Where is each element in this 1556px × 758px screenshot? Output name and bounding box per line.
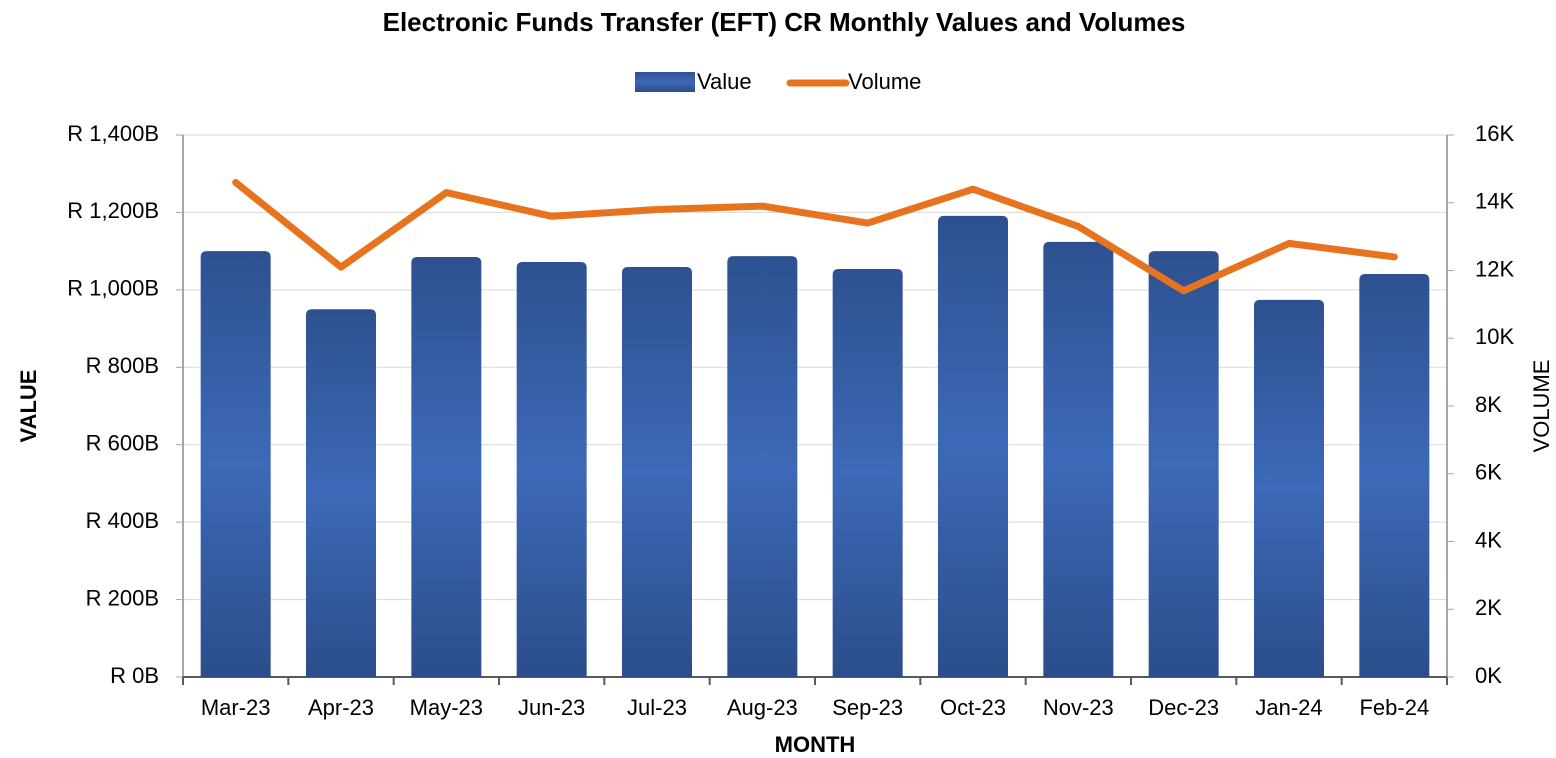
bar [622,267,692,677]
bar [727,256,798,677]
y-axis-title: VALUE [16,370,41,443]
y2-tick-label: 16K [1475,121,1514,146]
x-tick-label: Jan-24 [1255,695,1322,720]
y-tick-label: R 400B [86,508,159,533]
line [232,178,1398,295]
bar [200,251,271,677]
y-tick-label: R 1,200B [67,198,159,223]
bar [516,261,587,677]
y2-tick-label: 8K [1475,392,1502,417]
bar [1043,241,1114,677]
y2-tick-label: 12K [1475,256,1514,281]
y-tick-label: R 1,400B [67,121,159,146]
bar [1254,299,1324,677]
x-tick-label: Mar-23 [201,695,271,720]
chart-title: Electronic Funds Transfer (EFT) CR Month… [383,7,1186,37]
y-tick-label: R 0B [110,663,159,688]
bar [1148,251,1219,677]
legend-label: Volume [848,69,921,94]
bar [832,268,903,677]
bar [306,309,376,677]
x-tick-label: Feb-24 [1359,695,1429,720]
x-tick-label: Oct-23 [940,695,1006,720]
y2-tick-label: 6K [1475,460,1502,485]
x-tick-label: Apr-23 [308,695,374,720]
x-tick-label: Nov-23 [1043,695,1114,720]
y2-tick-label: 4K [1475,527,1502,552]
bar [938,215,1008,678]
legend-swatch [635,72,695,92]
y-tick-label: R 600B [86,431,159,456]
bar [1359,273,1430,677]
x-axis-title: MONTH [775,732,856,757]
y-tick-label: R 800B [86,353,159,378]
y2-axis-title: VOLUME [1529,360,1554,453]
y-tick-label: R 200B [86,585,159,610]
bar [411,256,482,677]
legend-label: Value [697,69,752,94]
y2-tick-label: 10K [1475,324,1514,349]
y2-tick-label: 0K [1475,663,1502,688]
y2-tick-label: 14K [1475,189,1514,214]
x-tick-label: May-23 [410,695,483,720]
x-tick-label: Sep-23 [832,695,903,720]
x-tick-label: Jul-23 [627,695,687,720]
x-tick-label: Jun-23 [518,695,585,720]
y2-tick-label: 2K [1475,595,1502,620]
x-tick-label: Aug-23 [727,695,798,720]
x-tick-label: Dec-23 [1148,695,1219,720]
y-tick-label: R 1,000B [67,276,159,301]
